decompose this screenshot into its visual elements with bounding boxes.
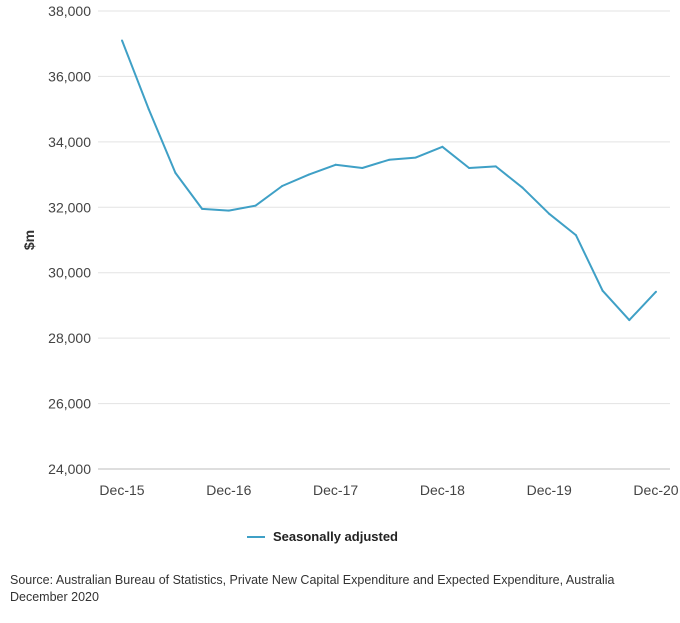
data-point bbox=[655, 290, 657, 293]
y-tick-label: 26,000 bbox=[48, 396, 91, 412]
data-point bbox=[281, 185, 284, 188]
data-point bbox=[521, 186, 524, 189]
y-tick-label: 38,000 bbox=[48, 3, 91, 19]
x-tick-label: Dec-17 bbox=[313, 482, 358, 498]
series-line bbox=[121, 40, 657, 322]
x-tick-label: Dec-18 bbox=[420, 482, 465, 498]
y-axis-ticks: 24,000 26,000 28,000 30,000 32,000 34,000 36,0… bbox=[48, 3, 91, 477]
data-point bbox=[147, 108, 150, 111]
legend: Seasonally adjusted bbox=[247, 529, 398, 544]
data-point bbox=[174, 171, 177, 174]
data-point bbox=[334, 163, 337, 166]
y-tick-label: 24,000 bbox=[48, 461, 91, 477]
legend-label: Seasonally adjusted bbox=[273, 529, 398, 544]
data-point bbox=[121, 39, 123, 42]
data-point bbox=[574, 234, 577, 237]
y-tick-label: 32,000 bbox=[48, 199, 91, 215]
data-point bbox=[388, 158, 390, 161]
data-point bbox=[468, 167, 471, 170]
legend-swatch bbox=[247, 535, 265, 538]
x-tick-label: Dec-19 bbox=[527, 482, 572, 498]
data-point bbox=[414, 156, 417, 159]
y-tick-label: 34,000 bbox=[48, 134, 91, 150]
data-point bbox=[201, 207, 204, 210]
data-point bbox=[601, 289, 604, 292]
x-tick-label: Dec-20 bbox=[633, 482, 678, 498]
source-note: Source: Australian Bureau of Statistics,… bbox=[10, 573, 615, 604]
data-point bbox=[227, 209, 230, 212]
data-point bbox=[628, 319, 631, 322]
line-chart: 24,000 26,000 28,000 30,000 32,000 34,000 36,0… bbox=[21, 3, 679, 498]
data-point bbox=[307, 173, 310, 176]
x-axis-ticks: Dec-15 Dec-16 Dec-17 Dec-18 Dec-19 Dec-20 bbox=[99, 482, 678, 498]
data-point bbox=[494, 165, 497, 168]
data-point bbox=[548, 212, 551, 215]
y-tick-label: 28,000 bbox=[48, 330, 91, 346]
x-tick-label: Dec-16 bbox=[206, 482, 251, 498]
data-point bbox=[254, 204, 257, 207]
data-point bbox=[361, 167, 364, 170]
series-group bbox=[121, 39, 657, 322]
y-tick-label: 36,000 bbox=[48, 68, 91, 84]
data-point bbox=[441, 145, 444, 148]
y-tick-label: 30,000 bbox=[48, 265, 91, 281]
y-axis-label: $m bbox=[21, 230, 37, 250]
x-tick-label: Dec-15 bbox=[99, 482, 144, 498]
gridlines bbox=[98, 10, 670, 405]
